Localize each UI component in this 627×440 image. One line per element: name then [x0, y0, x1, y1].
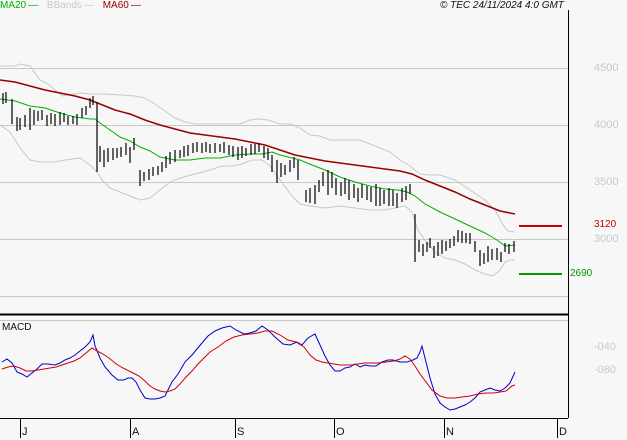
macd-panel-title: MACD	[2, 322, 32, 333]
copyright-text: © TEC 24/11/2024 4:0 GMT	[440, 0, 564, 11]
y-label-40: 4000	[594, 119, 619, 131]
macd-y-label-040: -040	[594, 341, 617, 353]
legend-ma20-swatch: —	[28, 0, 39, 11]
legend-ma20: MA20	[0, 0, 27, 11]
price-bars	[2, 92, 515, 266]
x-label-sep: S	[237, 426, 245, 438]
legend-ma60: MA60	[102, 0, 129, 11]
price-gridlines	[0, 68, 568, 321]
chart-legend: MA20— BBands — MA60—	[0, 0, 143, 11]
macd-signal-line	[1, 330, 516, 399]
macd-line	[1, 325, 516, 411]
ma60-line	[0, 79, 516, 215]
macd-y-label-080: -080	[594, 364, 617, 376]
legend-bbands: BBands	[46, 0, 82, 11]
x-ticks	[20, 419, 558, 438]
support-label: 2690	[570, 268, 593, 279]
x-label-jul: J	[22, 426, 28, 438]
ma20-line	[0, 98, 516, 247]
bband-lower	[0, 124, 515, 277]
y-label-35: 3500	[594, 176, 619, 188]
x-label-nov: N	[446, 426, 454, 438]
y-label-30: 3000	[594, 233, 619, 245]
y-label-45: 4500	[594, 62, 619, 74]
legend-ma60-swatch: —	[130, 0, 141, 11]
legend-bbands-swatch: —	[83, 0, 94, 11]
bband-upper	[0, 63, 516, 233]
resistance-label: 3120	[594, 219, 617, 230]
x-label-dec: D	[559, 426, 567, 438]
x-label-oct: O	[336, 426, 345, 438]
x-label-aug: A	[132, 426, 140, 438]
